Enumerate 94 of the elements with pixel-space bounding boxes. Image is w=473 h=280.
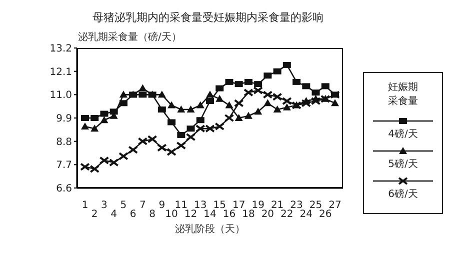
point xyxy=(177,132,186,138)
x-tick-label: 18 xyxy=(242,209,255,220)
x-tick-label: 15 xyxy=(213,200,226,211)
point xyxy=(206,90,214,98)
point xyxy=(225,78,234,85)
point xyxy=(138,84,147,92)
x-tick-label: 17 xyxy=(232,200,246,211)
chart-title: 母猪泌乳期内的采食量受妊娠期内采食量的影响 xyxy=(92,10,324,25)
point xyxy=(156,144,167,152)
point xyxy=(90,124,99,132)
point xyxy=(90,115,99,121)
point xyxy=(81,115,89,121)
point xyxy=(118,152,128,160)
point xyxy=(138,92,147,98)
legend-title: 妊娠期采食量 xyxy=(387,81,419,109)
point xyxy=(168,101,176,108)
point xyxy=(110,108,118,115)
point xyxy=(186,126,195,132)
point xyxy=(196,117,204,124)
x-tick-label: 13 xyxy=(194,200,207,211)
point xyxy=(81,122,89,130)
point xyxy=(100,110,108,117)
point xyxy=(254,81,262,88)
y-tick-label: 8.8 xyxy=(56,136,72,148)
point xyxy=(264,99,272,106)
x-tick-label: 26 xyxy=(319,209,332,220)
x-tick-label: 21 xyxy=(270,200,284,211)
point xyxy=(312,90,320,96)
x-tick-label: 7 xyxy=(140,200,146,211)
point xyxy=(176,142,186,150)
x-tick-label: 4 xyxy=(110,209,118,220)
x-tick-label: 20 xyxy=(261,209,274,220)
x-tick-label: 6 xyxy=(130,209,136,220)
point xyxy=(168,119,176,126)
point xyxy=(282,62,291,68)
point xyxy=(224,114,234,122)
point xyxy=(177,106,186,113)
y-tick-label: 9.9 xyxy=(56,114,72,125)
point xyxy=(158,90,166,98)
point xyxy=(216,94,224,102)
x-tick-label: 11 xyxy=(174,200,188,211)
point xyxy=(264,72,272,79)
x-tick-label: 1 xyxy=(82,200,88,211)
legend-label: 4磅/天 xyxy=(387,128,419,141)
y-tick-label: 12.1 xyxy=(50,66,72,78)
x-tick-label: 2 xyxy=(91,209,98,220)
point xyxy=(216,85,224,92)
x-tick-label: 12 xyxy=(184,209,198,220)
y-axis-title: 泌乳期采食量（磅/天） xyxy=(78,30,182,44)
y-tick-label: 11.0 xyxy=(50,90,72,102)
x-tick-label: 27 xyxy=(328,200,342,211)
point xyxy=(244,78,252,85)
point xyxy=(206,98,214,104)
point xyxy=(225,101,234,108)
x-tick-label: 23 xyxy=(290,200,303,211)
point xyxy=(186,133,196,142)
x-axis-title: 泌乳阶段（天） xyxy=(175,223,245,235)
x-tick-label: 22 xyxy=(280,209,294,220)
x-tick-label: 16 xyxy=(222,209,236,220)
x-tick-label: 9 xyxy=(158,200,166,211)
y-tick-label: 13.2 xyxy=(50,44,72,55)
y-tick-label: 7.7 xyxy=(56,160,72,172)
point xyxy=(119,90,128,98)
point xyxy=(234,99,244,108)
y-tick-label: 6.6 xyxy=(56,184,72,195)
point xyxy=(234,114,243,121)
x-tick-label: 3 xyxy=(101,200,108,211)
x-tick-label: 8 xyxy=(149,209,156,220)
point xyxy=(282,97,292,106)
point xyxy=(273,68,282,74)
point xyxy=(128,146,138,154)
x-tick-label: 19 xyxy=(252,200,264,211)
point xyxy=(321,83,330,90)
x-tick-label: 10 xyxy=(165,209,178,220)
point xyxy=(292,78,301,85)
point xyxy=(158,106,166,113)
point xyxy=(100,116,108,124)
legend-label: 5磅/天 xyxy=(387,158,419,171)
point xyxy=(282,103,291,110)
x-tick-label: 5 xyxy=(120,200,127,211)
legend-label: 6磅/天 xyxy=(387,188,419,201)
x-tick-label: 24 xyxy=(300,209,313,220)
point xyxy=(254,108,262,115)
point xyxy=(234,81,243,88)
x-tick-label: 14 xyxy=(204,209,216,220)
point xyxy=(273,106,282,113)
x-tick-label: 25 xyxy=(309,200,322,211)
point xyxy=(166,148,177,156)
point xyxy=(331,99,339,106)
point xyxy=(119,100,128,106)
point xyxy=(302,83,310,90)
point xyxy=(244,112,252,119)
point xyxy=(186,106,195,113)
point xyxy=(196,101,204,108)
